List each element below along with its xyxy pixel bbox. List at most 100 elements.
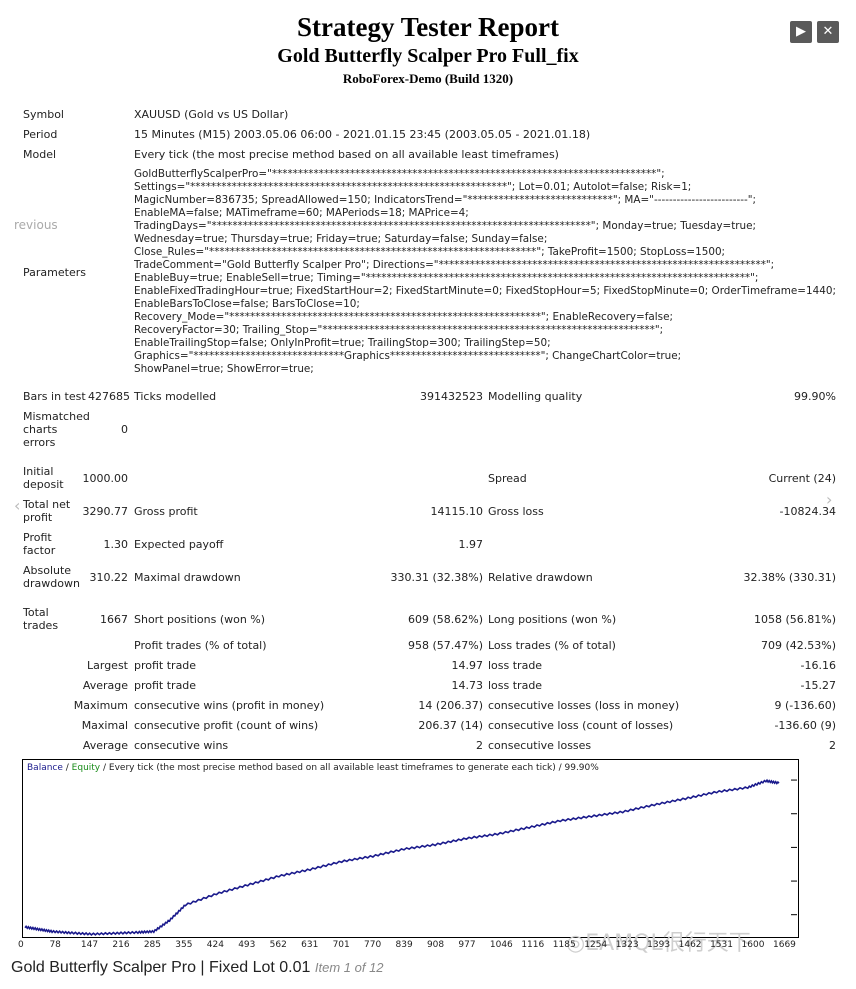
payoff-value: 1.97	[458, 538, 484, 551]
long-label: Long positions (won %)	[488, 613, 617, 626]
x-tick-label: 977	[458, 940, 476, 950]
ptrades-value: 958 (57.47%)	[407, 639, 483, 652]
short-value: 609 (58.62%)	[407, 613, 483, 626]
avg-cons-wins-label: consecutive wins	[134, 739, 229, 752]
x-tick-label: 493	[238, 940, 256, 950]
reldd-value: 32.38% (330.31)	[743, 571, 836, 584]
x-tick-label: 1462	[678, 940, 702, 950]
average-profit-label: profit trade	[134, 679, 197, 692]
x-tick-label: 355	[175, 940, 193, 950]
grossloss-label: Gross loss	[488, 505, 544, 518]
parameters-label: Parameters	[23, 266, 86, 279]
ptrades-label: Profit trades (% of total)	[134, 639, 267, 652]
report-title: Strategy Tester Report	[297, 12, 559, 42]
x-tick-label: 1185	[552, 940, 576, 950]
absdd-value: 310.22	[89, 571, 129, 584]
average-loss-label: loss trade	[488, 679, 543, 692]
chevron-left-icon[interactable]: ‹	[14, 496, 21, 515]
pf-label: Profit factor	[23, 531, 56, 557]
max-cons-loss-value: -136.60 (9)	[774, 719, 836, 732]
x-tick-label: 1116	[521, 940, 545, 950]
grossloss-value: -10824.34	[779, 505, 836, 518]
footer: Gold Butterfly Scalper Pro | Fixed Lot 0…	[11, 959, 384, 977]
x-tick-label: 908	[426, 940, 445, 950]
symbol-label: Symbol	[23, 108, 64, 121]
largest-label: Largest	[87, 659, 128, 672]
average-loss-value: -15.27	[800, 679, 836, 692]
model-label: Model	[23, 148, 57, 161]
chart-legend: Balance / Equity / Every tick (the most …	[27, 763, 599, 773]
max-cons-losses-value: 9 (-136.60)	[774, 699, 836, 712]
next-button[interactable]: ▶	[790, 21, 812, 43]
absdd-label: Absolute drawdown	[23, 564, 80, 590]
strategy-name: Gold Butterfly Scalper Pro Full_fix	[277, 45, 579, 67]
x-tick-label: 770	[364, 940, 382, 950]
bars-value: 427685	[88, 390, 130, 403]
average2-label: Average	[82, 739, 128, 752]
mismatch-value: 0	[121, 423, 128, 436]
maximum-label: Maximum	[73, 699, 128, 712]
short-label: Short positions (won %)	[134, 613, 266, 626]
deposit-value: 1000.00	[82, 472, 129, 485]
watermark: ◎EAMQL很行天下	[566, 931, 751, 956]
legend-equity: Equity	[71, 763, 101, 773]
x-tick-label: 1046	[489, 940, 513, 950]
maxdd-label: Maximal drawdown	[134, 571, 241, 584]
spread-label: Spread	[488, 472, 527, 485]
max-cons-wins-value: 14 (206.37)	[418, 699, 483, 712]
x-tick-label: 1254	[584, 940, 608, 950]
ltrades-label: Loss trades (% of total)	[488, 639, 616, 652]
long-value: 1058 (56.81%)	[753, 613, 836, 626]
footer-title: Gold Butterfly Scalper Pro | Fixed Lot 0…	[11, 959, 311, 976]
netprofit-value: 3290.77	[82, 505, 129, 518]
ticks-value: 391432523	[420, 390, 483, 403]
x-tick-label: 631	[301, 940, 319, 950]
max-cons-wins-label: consecutive wins (profit in money)	[134, 699, 325, 712]
average-label: Average	[82, 679, 128, 692]
bars-label: Bars in test	[23, 390, 86, 403]
broker-build: RoboForex-Demo (Build 1320)	[342, 71, 514, 86]
x-tick-label: 285	[143, 940, 162, 950]
balance-chart: Balance / Equity / Every tick (the most …	[22, 759, 799, 938]
x-tick-label: 1323	[615, 940, 639, 950]
max-cons-loss-label: consecutive loss (count of losses)	[488, 719, 674, 732]
maximal-label: Maximal	[81, 719, 128, 732]
legend-sep: /	[62, 763, 72, 773]
chart-svg: 43183558279820381279	[24, 778, 797, 936]
reldd-label: Relative drawdown	[488, 571, 593, 584]
x-tick-label: 1393	[647, 940, 671, 950]
max-cons-profit-label: consecutive profit (count of wins)	[134, 719, 319, 732]
grossprofit-value: 14115.10	[430, 505, 484, 518]
netprofit-label: Total net profit	[23, 498, 71, 524]
chevron-right-icon[interactable]: ›	[826, 490, 833, 509]
mismatch-label: Mismatched charts errors	[23, 410, 90, 449]
ltrades-value: 709 (42.53%)	[760, 639, 836, 652]
legend-rest: / Every tick (the most precise method ba…	[100, 763, 599, 773]
parameters-value: GoldButterflyScalperPro="***************…	[134, 168, 836, 375]
x-tick-label: 562	[269, 940, 287, 950]
pf-value: 1.30	[103, 538, 129, 551]
payoff-label: Expected payoff	[134, 538, 224, 551]
spread-value: Current (24)	[768, 472, 836, 485]
average-profit-value: 14.73	[451, 679, 484, 692]
previous-link[interactable]: revious	[14, 218, 58, 232]
avg-cons-losses-value: 2	[829, 739, 836, 752]
ticks-label: Ticks modelled	[134, 390, 217, 403]
quality-label: Modelling quality	[488, 390, 583, 403]
largest-loss-value: -16.16	[800, 659, 836, 672]
x-tick-label: 701	[332, 940, 350, 950]
trades-value: 1667	[100, 613, 128, 626]
model-value: Every tick (the most precise method base…	[134, 148, 559, 161]
deposit-label: Initial deposit	[23, 465, 64, 491]
trades-label: Total trades	[23, 606, 59, 632]
grossprofit-label: Gross profit	[134, 505, 198, 518]
period-label: Period	[23, 128, 58, 141]
period-value: 15 Minutes (M15) 2003.05.06 06:00 - 2021…	[134, 128, 591, 141]
x-tick-label: 216	[112, 940, 130, 950]
x-tick-label: 1531	[710, 940, 733, 950]
x-tick-label: 839	[395, 940, 413, 950]
maxdd-value: 330.31 (32.38%)	[390, 571, 483, 584]
max-cons-losses-label: consecutive losses (loss in money)	[488, 699, 680, 712]
close-button[interactable]: ✕	[817, 21, 839, 43]
x-tick-label: 147	[80, 940, 99, 950]
